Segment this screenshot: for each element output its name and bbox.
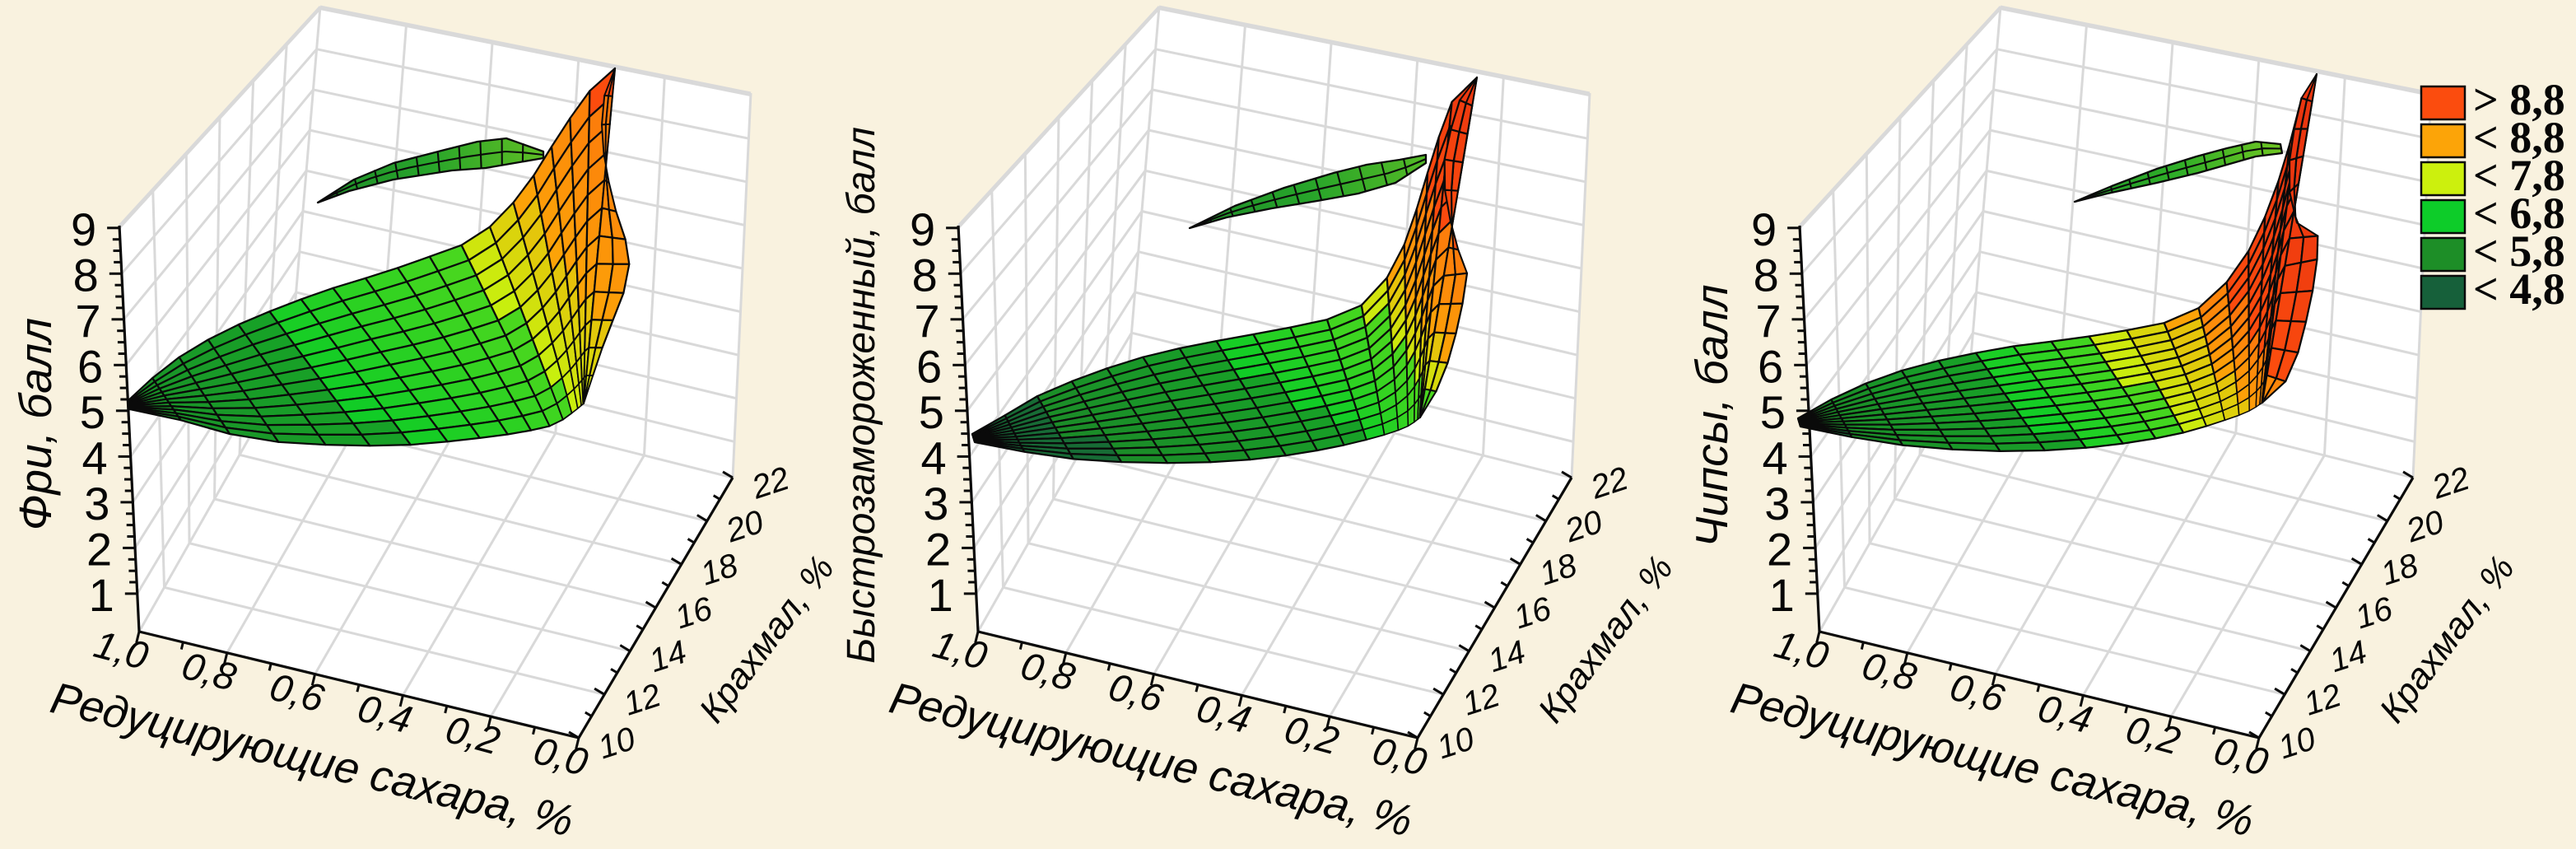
svg-text:18: 18 (2377, 547, 2424, 593)
svg-text:< 4,8: < 4,8 (2473, 264, 2565, 314)
svg-text:14: 14 (1484, 634, 1530, 680)
svg-text:20: 20 (721, 504, 768, 550)
svg-text:20: 20 (1560, 504, 1607, 550)
svg-text:0,0: 0,0 (2210, 728, 2273, 784)
svg-text:8: 8 (1754, 249, 1779, 301)
svg-text:12: 12 (1458, 677, 1504, 723)
svg-text:9: 9 (910, 203, 935, 255)
svg-text:10: 10 (594, 721, 640, 767)
svg-text:3: 3 (923, 478, 948, 529)
svg-text:22: 22 (747, 460, 794, 506)
svg-text:2: 2 (86, 523, 112, 575)
svg-text:6: 6 (1758, 340, 1783, 392)
svg-text:1: 1 (89, 569, 114, 621)
svg-text:16: 16 (1510, 590, 1557, 637)
svg-text:3: 3 (84, 478, 109, 529)
svg-text:22: 22 (2427, 460, 2474, 506)
svg-text:6: 6 (916, 340, 942, 392)
svg-text:12: 12 (619, 677, 665, 723)
svg-text:1: 1 (1769, 569, 1795, 621)
svg-text:0,0: 0,0 (529, 728, 593, 784)
svg-text:3: 3 (1764, 478, 1790, 529)
svg-text:8: 8 (912, 249, 938, 301)
svg-text:6: 6 (77, 340, 103, 392)
svg-text:12: 12 (2299, 677, 2345, 723)
svg-text:18: 18 (696, 547, 743, 593)
svg-text:2: 2 (1767, 523, 1792, 575)
svg-text:9: 9 (1751, 203, 1777, 255)
svg-text:14: 14 (645, 634, 691, 680)
svg-text:10: 10 (1432, 721, 1479, 767)
svg-text:2: 2 (925, 523, 951, 575)
svg-text:7: 7 (1755, 295, 1781, 347)
svg-text:5: 5 (1760, 386, 1786, 438)
svg-text:0,0: 0,0 (1368, 728, 1432, 784)
svg-text:1: 1 (928, 569, 953, 621)
svg-text:16: 16 (2351, 590, 2398, 637)
svg-text:4: 4 (82, 431, 107, 483)
svg-text:Чипсы, балл: Чипсы, балл (1686, 284, 1737, 547)
svg-text:18: 18 (1535, 547, 1582, 593)
svg-text:Быстрозамороженный, балл: Быстрозамороженный, балл (840, 127, 883, 664)
svg-text:16: 16 (671, 590, 718, 637)
svg-text:9: 9 (71, 203, 96, 255)
svg-text:10: 10 (2274, 721, 2320, 767)
svg-text:8: 8 (73, 249, 99, 301)
svg-text:20: 20 (2401, 504, 2448, 550)
svg-text:4: 4 (1762, 431, 1787, 483)
svg-text:4: 4 (920, 431, 946, 483)
svg-text:Фри, балл: Фри, балл (10, 318, 61, 530)
svg-text:22: 22 (1586, 460, 1633, 506)
svg-text:14: 14 (2325, 634, 2371, 680)
svg-text:5: 5 (80, 386, 105, 438)
svg-text:5: 5 (919, 386, 944, 438)
svg-text:7: 7 (914, 295, 939, 347)
svg-text:7: 7 (75, 295, 100, 347)
